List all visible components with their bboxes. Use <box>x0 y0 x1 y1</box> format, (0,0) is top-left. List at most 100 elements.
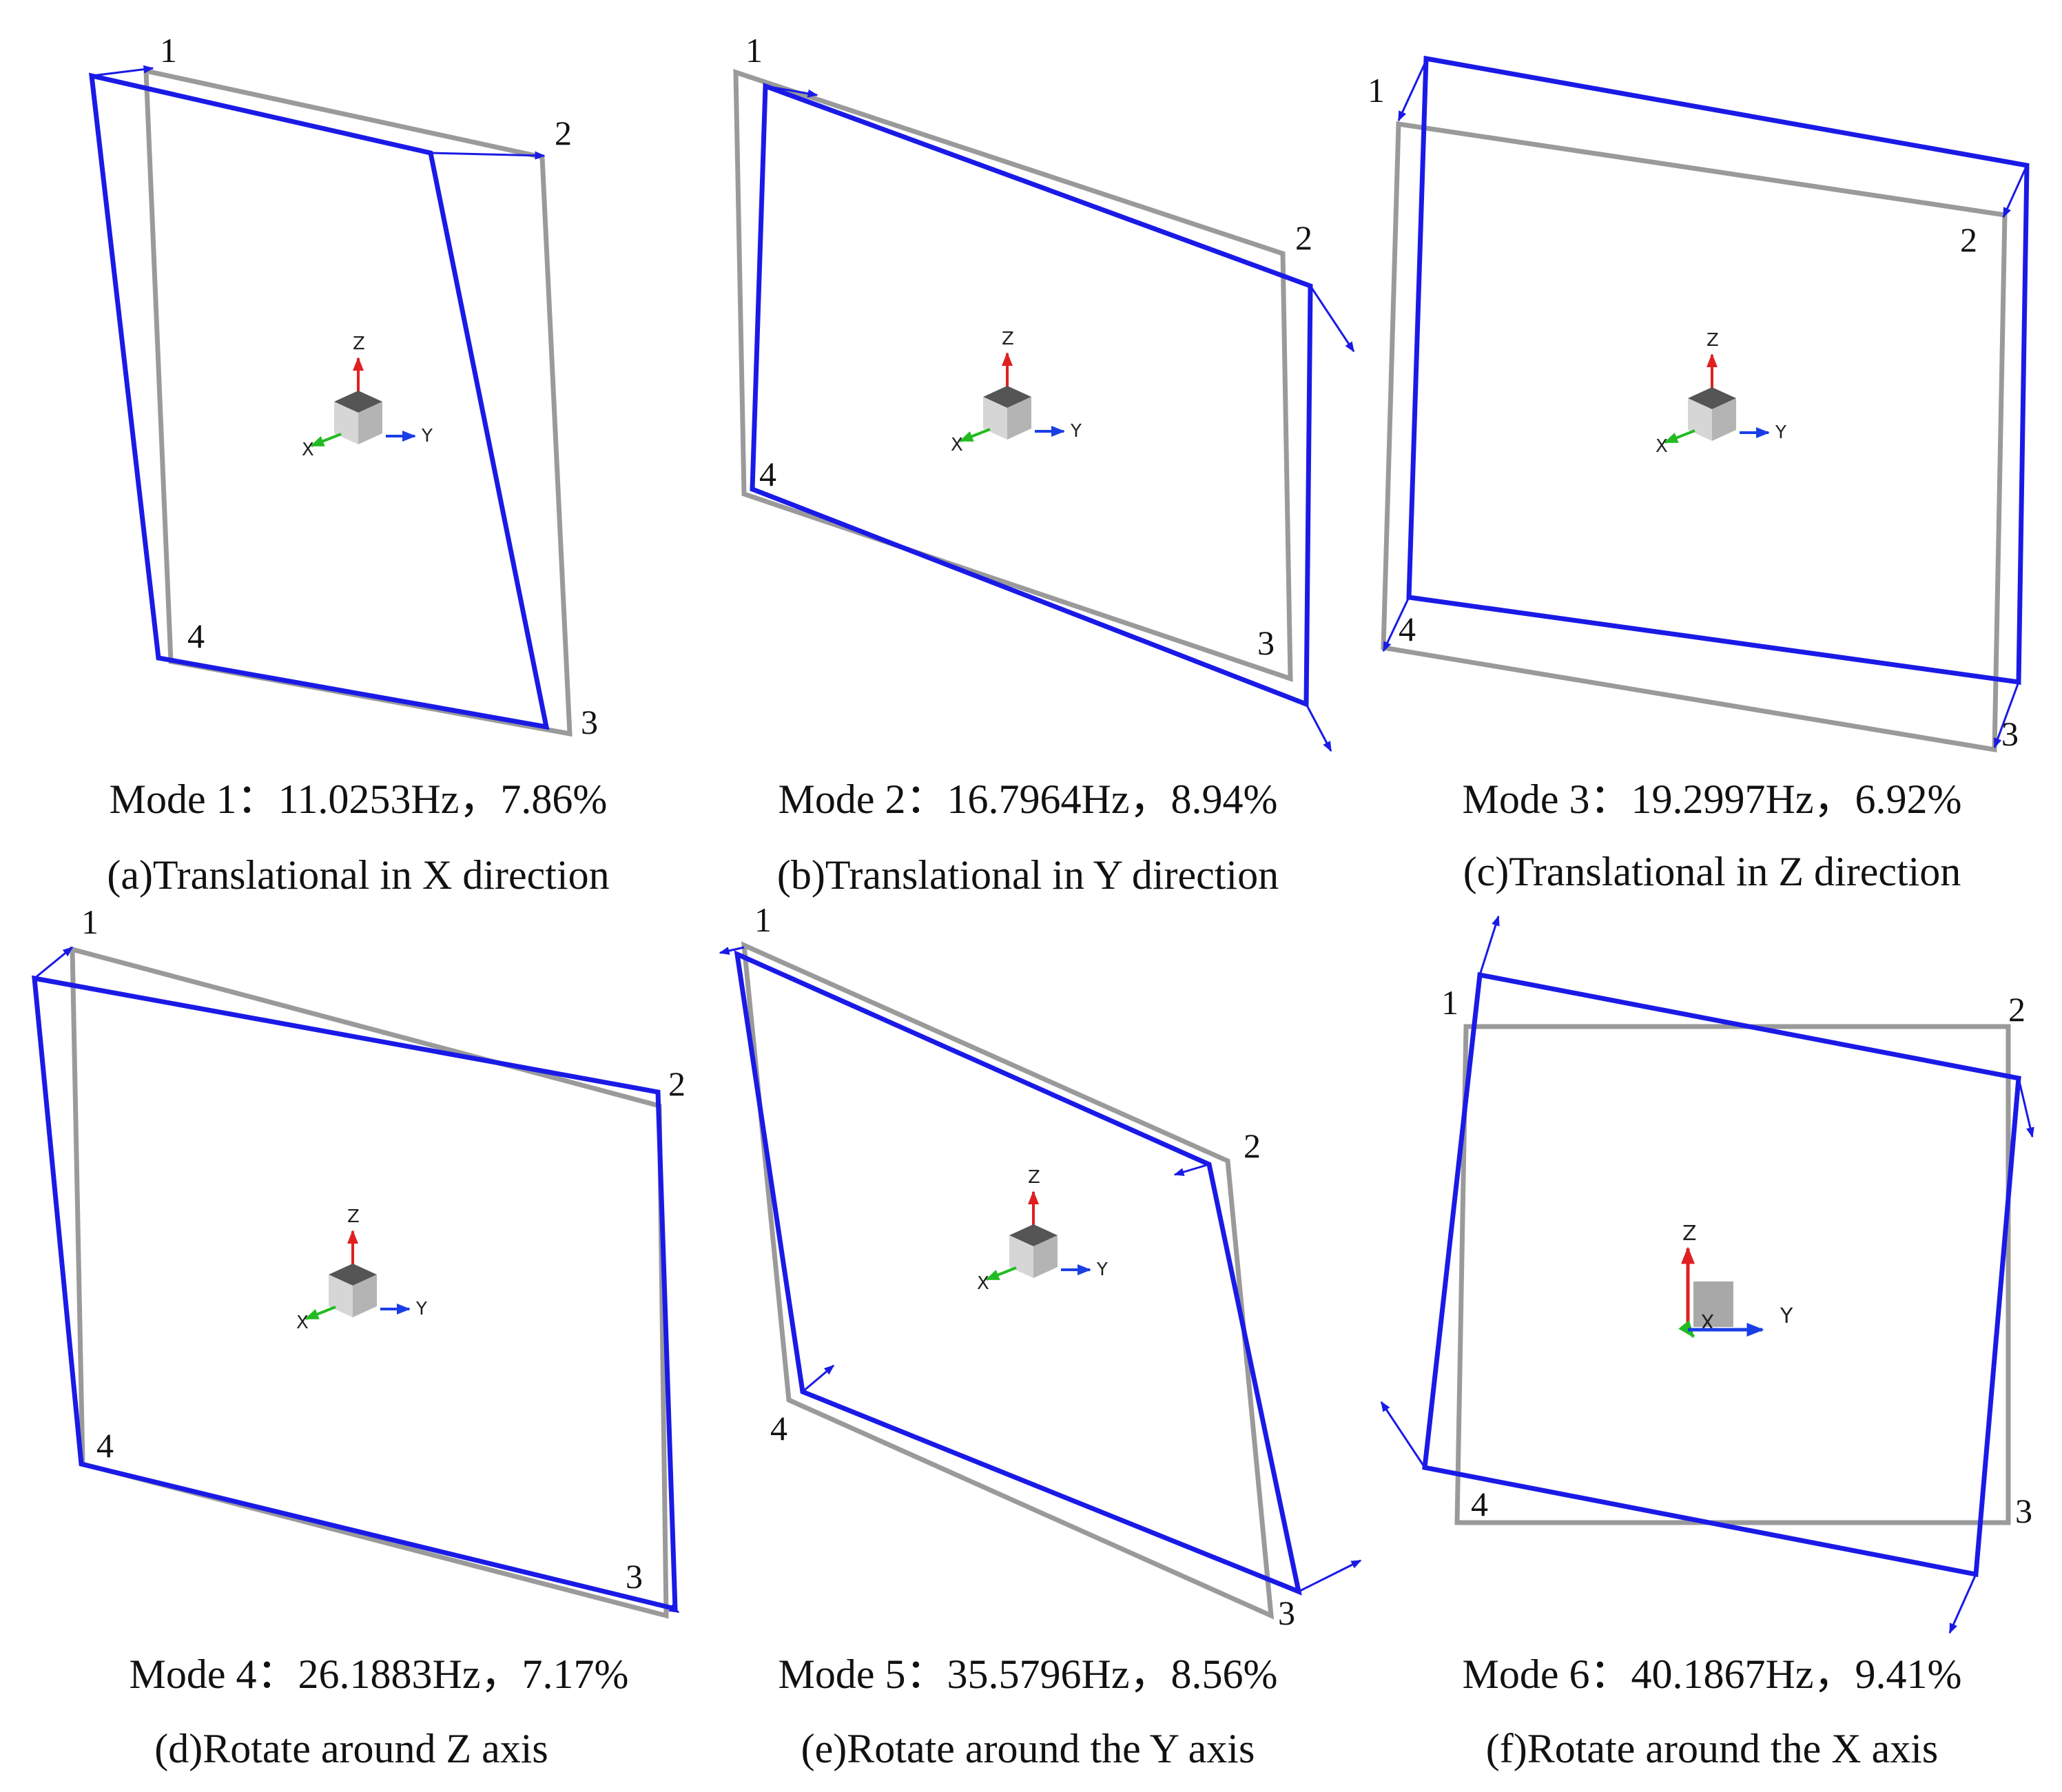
x-axis-arrow <box>985 1266 1017 1281</box>
corner-label: 2 <box>668 1064 685 1103</box>
y-axis-label: Y <box>415 1299 427 1319</box>
corner-label: 2 <box>2008 990 2025 1029</box>
axis-triad: Z X Y <box>302 333 433 460</box>
cube-side <box>1007 397 1031 440</box>
displacement-arrow-e4 <box>802 1364 835 1393</box>
subcaption: (c)Translational in Z direction <box>1463 849 1961 894</box>
subcaption: (d)Rotate around Z axis <box>154 1726 548 1771</box>
deformed-frame-f <box>1422 971 2021 1578</box>
displacement-arrow-c2 <box>2002 165 2028 218</box>
z-axis-label: Z <box>1682 1222 1697 1246</box>
x-axis-arrow <box>959 428 991 442</box>
deformed-frame-e <box>734 950 1302 1596</box>
displacement-arrow-b3 <box>1305 703 1332 752</box>
displacement-arrow-a2 <box>430 151 546 160</box>
x-axis-label: X <box>302 440 314 460</box>
displacement-arrow-e1 <box>719 946 745 955</box>
displacement-arrow-c1 <box>1397 60 1427 122</box>
undeformed-frame-f <box>1454 1024 2011 1525</box>
panel-d: 1 2 3 4 Z X Y Mode 4：26.1883Hz，7.17% (d)… <box>32 903 685 1771</box>
subcaption: (b)Translational in Y direction <box>777 852 1279 898</box>
corner-label: 3 <box>2015 1492 2032 1530</box>
panel-e: 1 2 3 4 Z X Y Mode 5：35.5796Hz，8.56% (e)… <box>719 900 1362 1771</box>
panel-b: 1 2 3 4 Z X Y Mode 2：16.7964Hz，8.94% (b)… <box>733 31 1355 898</box>
z-axis-label: Z <box>353 333 365 354</box>
cube-side <box>1712 398 1736 441</box>
cube-side <box>1033 1235 1058 1278</box>
cube-side <box>353 1275 377 1317</box>
x-axis-arrow <box>310 433 342 447</box>
corner-label: 1 <box>1441 983 1458 1022</box>
corner-label: 2 <box>1244 1126 1261 1165</box>
z-axis-label: Z <box>1028 1167 1040 1188</box>
mode-caption: Mode 5：35.5796Hz，8.56% <box>779 1651 1278 1697</box>
z-axis-label: Z <box>1002 329 1014 349</box>
x-axis-arrow <box>305 1306 336 1320</box>
x-axis-label: X <box>1700 1311 1715 1335</box>
cube-face <box>1693 1281 1733 1327</box>
displacement-arrow-f1 <box>1478 915 1500 976</box>
corner-label: 4 <box>187 617 205 655</box>
mode-caption: Mode 1：11.0253Hz，7.86% <box>110 776 608 822</box>
y-axis-label: Y <box>421 426 433 446</box>
mode-caption: Mode 3：19.2997Hz，6.92% <box>1463 776 1962 822</box>
y-axis-label: Y <box>1780 1304 1793 1328</box>
corner-label: 2 <box>1295 218 1312 257</box>
corner-label: 4 <box>759 455 776 493</box>
axis-triad: Z X Y <box>1656 330 1786 457</box>
panel-c: 1 2 3 4 Z X Y Mode 3：19.2997Hz，6.92% (c)… <box>1368 55 2030 894</box>
corner-label: 3 <box>2001 714 2019 753</box>
subcaption: (f)Rotate around the X axis <box>1486 1726 1938 1771</box>
y-axis-label: Y <box>1070 421 1082 442</box>
panel-a: 1 2 3 4 Z X Y Mode 1：11.0253Hz，7.86% (a)… <box>88 31 610 898</box>
axis-triad: Z X Y <box>977 1167 1108 1294</box>
displacement-arrow-f2 <box>2017 1078 2034 1138</box>
displacement-arrow-c4 <box>1382 597 1410 652</box>
displacement-arrow-d3 <box>666 1604 680 1614</box>
corner-label: 3 <box>1278 1594 1295 1632</box>
displacement-arrow-a1 <box>91 65 154 77</box>
mode-caption: Mode 6：40.1867Hz，9.41% <box>1463 1651 1962 1697</box>
corner-label: 1 <box>754 900 772 939</box>
x-axis-label: X <box>977 1273 989 1294</box>
displacement-arrow-b2 <box>1309 285 1355 353</box>
undeformed-frame-c <box>1381 121 2008 753</box>
corner-label: 2 <box>555 114 572 152</box>
z-axis-label: Z <box>347 1206 360 1227</box>
mode-caption: Mode 4：26.1883Hz，7.17% <box>130 1651 629 1697</box>
corner-label: 3 <box>581 703 598 741</box>
panel-f: 1 2 3 4 Z X Y Mode 6：40.1867Hz，9.41% (f)… <box>1380 915 2034 1771</box>
corner-label: 4 <box>96 1426 114 1465</box>
x-axis-label: X <box>951 435 963 455</box>
y-axis-label: Y <box>1096 1259 1108 1280</box>
corner-label: 2 <box>1960 220 1977 259</box>
axis-triad: Z X Y <box>296 1206 427 1333</box>
mode-caption: Mode 2：16.7964Hz，8.94% <box>779 776 1278 822</box>
corner-label: 1 <box>745 31 763 70</box>
displacement-arrow-e3 <box>1298 1559 1362 1593</box>
cube-side <box>358 402 382 444</box>
z-axis-label: Z <box>1707 330 1719 351</box>
corner-label: 4 <box>1399 610 1416 648</box>
x-axis-label: X <box>296 1312 309 1333</box>
corner-label: 1 <box>81 903 99 941</box>
displacement-arrow-b1 <box>765 85 818 98</box>
undeformed-frame-b <box>733 69 1293 682</box>
displacement-arrow-f4 <box>1380 1401 1426 1468</box>
subcaption: (e)Rotate around the Y axis <box>801 1726 1255 1771</box>
y-axis-label: Y <box>1775 422 1786 443</box>
corner-label: 1 <box>1368 71 1385 110</box>
deformed-frame-a <box>88 72 550 730</box>
corner-label: 3 <box>1257 624 1275 662</box>
displacement-arrow-d1 <box>34 946 74 980</box>
corner-label: 1 <box>160 31 177 70</box>
corner-label: 4 <box>770 1409 787 1448</box>
displacement-arrow-f3 <box>1948 1574 1977 1634</box>
subcaption: (a)Translational in X direction <box>107 852 609 898</box>
x-axis-label: X <box>1656 436 1668 457</box>
axis-triad-f: Z X Y <box>1678 1222 1793 1338</box>
undeformed-frame-d <box>70 946 669 1619</box>
undeformed-frame-a <box>143 68 573 737</box>
x-axis-arrow <box>1664 429 1695 444</box>
